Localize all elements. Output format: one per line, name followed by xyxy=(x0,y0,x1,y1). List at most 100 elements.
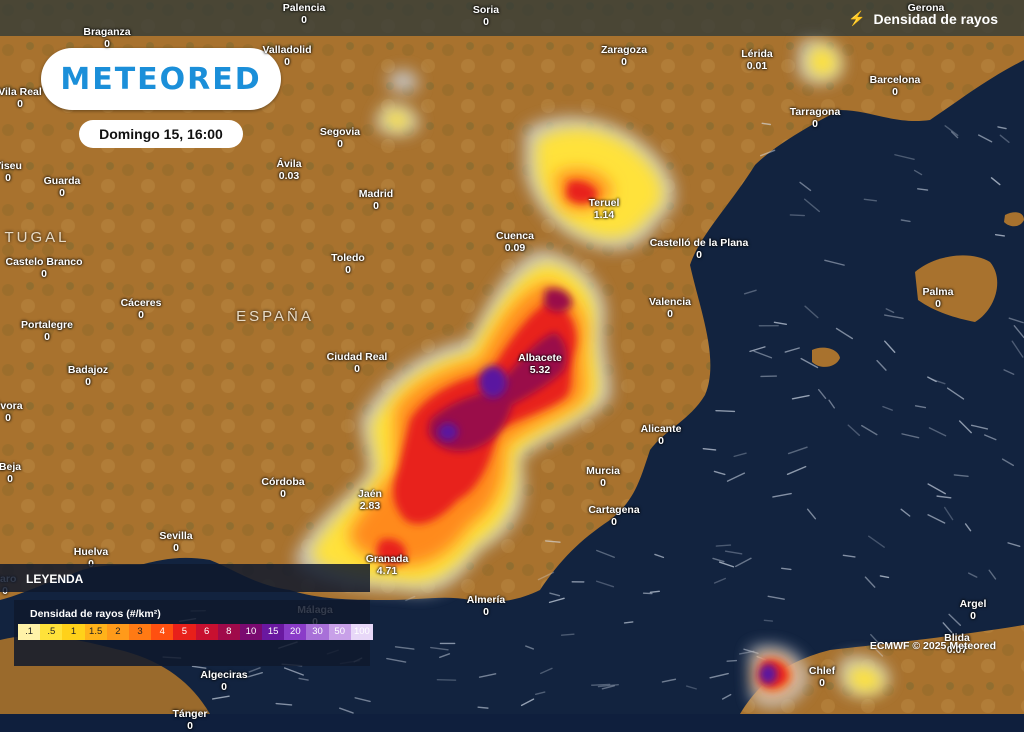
city-lightning-value: 0 xyxy=(172,720,207,732)
city-name: Córdoba xyxy=(261,476,304,488)
legend-step: .5 xyxy=(40,624,62,640)
city-lightning-value: 0 xyxy=(283,14,326,26)
city-name: Valladolid xyxy=(262,44,311,56)
legend-header[interactable]: LEYENDA xyxy=(0,564,370,592)
city-lightning-value: 1.14 xyxy=(589,209,620,221)
city-label[interactable]: Évora0 xyxy=(0,400,23,424)
city-lightning-value: 0 xyxy=(649,308,691,320)
city-lightning-value: 0 xyxy=(83,38,130,50)
city-lightning-value: 0 xyxy=(870,86,921,98)
city-lightning-value: 0 xyxy=(650,249,749,261)
city-name: Teruel xyxy=(589,197,620,209)
city-lightning-value: 0 xyxy=(923,298,954,310)
city-name: Cuenca xyxy=(496,230,534,242)
city-lightning-value: 0 xyxy=(601,56,647,68)
city-name: Castelló de la Plana xyxy=(650,237,749,249)
city-name: Jaén xyxy=(358,488,382,500)
legend-step: 6 xyxy=(196,624,218,640)
city-name: Barcelona xyxy=(870,74,921,86)
city-name: Gerona xyxy=(908,2,945,14)
city-lightning-value: 0 xyxy=(0,412,23,424)
wind-streak xyxy=(592,684,610,685)
city-name: Lérida xyxy=(741,48,773,60)
city-name: Tarragona xyxy=(790,106,841,118)
city-name: Palencia xyxy=(283,2,326,14)
legend-step: .1 xyxy=(18,624,40,640)
country-label-portugal: TUGAL xyxy=(4,229,69,246)
legend-step: 20 xyxy=(284,624,306,640)
city-name: Madrid xyxy=(359,188,393,200)
country-label-spain: ESPAÑA xyxy=(236,308,314,325)
city-lightning-value: 0 xyxy=(200,681,247,693)
legend-step: 30 xyxy=(306,624,328,640)
city-lightning-value: 0 xyxy=(0,473,21,485)
legend-step: 100 xyxy=(351,624,373,640)
city-lightning-value: 0 xyxy=(5,268,82,280)
city-lightning-value: 0 xyxy=(21,331,73,343)
city-name: Valencia xyxy=(649,296,691,308)
city-lightning-value: 0 xyxy=(359,200,393,212)
wind-streak xyxy=(478,707,488,708)
city-label[interactable]: Viseu0 xyxy=(0,160,22,184)
city-name: Ávila xyxy=(276,158,301,170)
wind-streak xyxy=(764,620,772,621)
city-name: Segovia xyxy=(320,126,360,138)
city-lightning-value: 0 xyxy=(0,98,42,110)
city-name: Beja xyxy=(0,461,21,473)
legend-step: 50 xyxy=(329,624,351,640)
city-lightning-value: 0 xyxy=(960,610,987,622)
city-lightning-value: 0 xyxy=(331,264,365,276)
wind-streak xyxy=(625,622,633,623)
city-name: Cartagena xyxy=(588,504,639,516)
date-time-badge[interactable]: Domingo 15, 16:00 xyxy=(79,120,243,148)
legend-step: 4 xyxy=(151,624,173,640)
city-lightning-value: 0 xyxy=(641,435,682,447)
city-name: Braganza xyxy=(83,26,130,38)
city-lightning-value: 0 xyxy=(586,477,620,489)
city-lightning-value: 2.83 xyxy=(358,500,382,512)
city-label[interactable]: Gerona xyxy=(908,2,945,14)
city-name: Argel xyxy=(960,598,987,610)
legend-step: 1.5 xyxy=(85,624,107,640)
meteored-logo[interactable]: METEORED xyxy=(41,48,281,110)
city-lightning-value: 0 xyxy=(473,16,499,28)
